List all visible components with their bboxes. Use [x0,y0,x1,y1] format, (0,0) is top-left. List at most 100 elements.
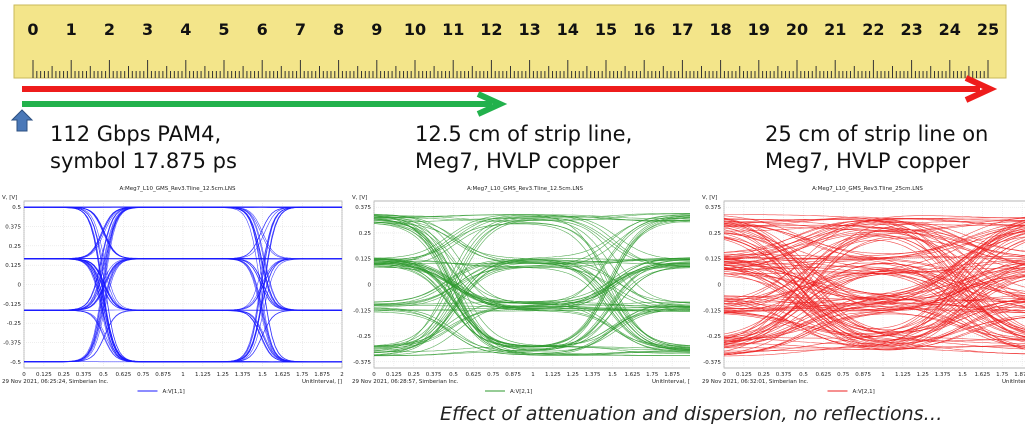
x-tick-label: 0.625 [466,372,482,378]
x-tick-label: 0.375 [426,372,442,378]
x-tick-label: 2 [690,372,694,378]
y-tick-label: -0.375 [3,340,21,346]
x-tick-label: 0.5 [799,372,808,378]
x-tick-label: 0.125 [386,372,402,378]
x-tick-label: 0 [22,372,26,378]
x-tick-label: 1.875 [1014,372,1025,378]
start-marker [12,110,32,131]
y-tick-label: -0.5 [10,360,21,366]
y-tick-label: 0.125 [705,257,721,263]
ruler-label: 16 [633,20,655,39]
x-tick-label: 0.625 [116,372,132,378]
x-tick-label: 1.5 [958,372,967,378]
y-tick-label: 0.375 [5,225,21,231]
x-tick-label: 1.5 [608,372,617,378]
ruler-label: 0 [27,20,38,39]
timestamp: 29 Nov 2021, 06:32:01, Simberian Inc. [702,379,809,385]
x-tick-label: 2 [340,372,344,378]
x-tick-label: 1.75 [296,372,309,378]
ruler-label: 6 [257,20,268,39]
x-tick-label: 1.125 [195,372,211,378]
ruler-label: 4 [180,20,191,39]
x-tick-label: 1.375 [235,372,251,378]
x-tick-label: 1.75 [646,372,659,378]
x-tick-label: 1.125 [545,372,561,378]
x-tick-label: 0.25 [758,372,771,378]
y-tick-label: 0 [368,283,372,289]
y-tick-label: -0.375 [353,360,371,366]
x-tick-label: 0 [372,372,376,378]
x-tick-label: 1.625 [275,372,291,378]
ruler-label: 17 [671,20,693,39]
caption: Effect of attenuation and dispersion, no… [440,403,943,425]
x-tick-label: 1.625 [625,372,641,378]
y-tick-label: 0.25 [709,231,722,237]
y-tick-label: 0.25 [9,244,22,250]
legend-label: A:V[2,1] [510,389,532,395]
ruler-label: 21 [824,20,846,39]
ruler-label: 1 [66,20,77,39]
ruler-label: 24 [939,20,961,39]
x-tick-label: 1 [181,372,185,378]
x-tick-label: 1.875 [314,372,330,378]
ruler-label: 15 [595,20,617,39]
panel-title: A:Meg7_L10_GMS_Rev3.Tline_12.5cm.LNS [120,186,237,192]
annotation: Meg7, HVLP copper [415,149,620,173]
legend-label: A:V[1,1] [163,389,185,395]
y-tick-label: 0.125 [355,257,371,263]
ruler-label: 9 [371,20,382,39]
ruler-label: 7 [295,20,306,39]
x-tick-label: 0.875 [155,372,171,378]
x-tick-label: 0.25 [58,372,71,378]
panel-title: A:Meg7_L10_GMS_Rev3.Tline_12.5cm.LNS [467,186,584,192]
ruler-label: 3 [142,20,153,39]
x-tick-label: 0 [722,372,726,378]
ruler-label: 23 [900,20,922,39]
x-tick-label: 0.5 [449,372,458,378]
ruler-label: 13 [518,20,540,39]
y-tick-label: -0.125 [703,308,721,314]
y-tick-label: 0.25 [359,231,372,237]
timestamp: 29 Nov 2021, 06:28:57, Simberian Inc. [352,379,459,385]
ruler-label: 8 [333,20,344,39]
ruler-label: 18 [709,20,731,39]
y-tick-label: 0.375 [705,205,721,211]
y-tick-label: -0.25 [357,334,372,340]
ruler-label: 20 [786,20,808,39]
y-tick-label: 0.375 [355,205,371,211]
ruler-label: 12 [480,20,502,39]
x-axis-label: UnitInterval, [] [1002,379,1025,385]
y-axis-label: V, [V] [2,195,17,201]
y-tick-label: -0.25 [707,334,722,340]
y-tick-label: -0.25 [7,321,22,327]
x-tick-label: 1.75 [996,372,1009,378]
x-tick-label: 1.25 [917,372,930,378]
ruler-label: 11 [442,20,464,39]
x-tick-label: 0.375 [776,372,792,378]
y-tick-label: 0 [18,283,22,289]
y-tick-label: -0.375 [703,360,721,366]
x-axis-label: UnitInterval, [] [302,379,342,385]
y-tick-label: 0 [718,283,722,289]
y-axis-label: V, [V] [352,195,367,201]
x-tick-label: 1.125 [895,372,911,378]
eye-panel: A:Meg7_L10_GMS_Rev3.Tline_12.5cm.LNS V, [… [0,183,345,403]
x-tick-label: 0.75 [137,372,150,378]
x-tick-label: 1.375 [935,372,951,378]
ruler-label: 10 [404,20,426,39]
ruler-label: 5 [218,20,229,39]
x-tick-label: 0.25 [408,372,421,378]
x-tick-label: 0.875 [505,372,521,378]
x-tick-label: 0.125 [736,372,752,378]
legend-label: A:V[2,1] [853,389,875,395]
ruler-label: 14 [557,20,579,39]
eye-panel: A:Meg7_L10_GMS_Rev3.Tline_12.5cm.LNS V, [… [350,183,694,403]
x-tick-label: 0.625 [816,372,832,378]
x-tick-label: 1.625 [975,372,991,378]
x-tick-label: 1 [531,372,535,378]
y-tick-label: -0.125 [3,302,21,308]
x-tick-label: 0.875 [855,372,871,378]
x-tick-label: 1.5 [258,372,267,378]
